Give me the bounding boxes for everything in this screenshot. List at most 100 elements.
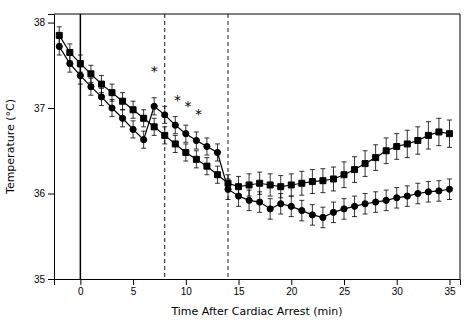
error-cap: [120, 92, 125, 93]
tick-mark: [133, 279, 134, 285]
error-cap: [415, 203, 420, 204]
error-bar: [436, 181, 441, 202]
error-cap: [88, 78, 93, 79]
series: [56, 38, 452, 228]
reference-line: [164, 14, 165, 279]
error-cap: [236, 185, 241, 186]
error-cap: [152, 118, 157, 119]
error-cap: [131, 120, 136, 121]
error-cap: [384, 210, 389, 211]
tick-label: 38: [34, 17, 46, 28]
error-cap: [173, 116, 178, 117]
error-bar: [152, 118, 157, 135]
error-cap: [247, 190, 252, 191]
error-cap: [363, 150, 368, 151]
error-bar: [363, 194, 368, 215]
error-cap: [405, 206, 410, 207]
marker: [330, 209, 336, 215]
axis-line: [55, 280, 461, 286]
error-cap: [194, 167, 199, 168]
marker: [162, 132, 168, 138]
error-cap: [99, 105, 104, 106]
error-bar: [289, 174, 294, 196]
error-cap: [405, 130, 410, 131]
error-cap: [141, 126, 146, 127]
marker: [362, 201, 368, 207]
error-cap: [278, 193, 283, 194]
error-cap: [436, 118, 441, 119]
tick: 37: [34, 103, 54, 114]
error-cap: [363, 176, 368, 177]
error-cap: [310, 169, 315, 170]
error-cap: [236, 206, 241, 207]
marker: [88, 71, 94, 77]
error-cap: [405, 157, 410, 158]
tick-mark: [48, 23, 54, 24]
marker: [257, 180, 263, 186]
error-bar: [183, 125, 188, 142]
error-cap: [257, 172, 262, 173]
error-bar: [141, 110, 146, 127]
error-cap: [363, 193, 368, 194]
marker: [67, 60, 73, 66]
error-bar: [247, 190, 252, 211]
marker: [235, 193, 241, 199]
error-cap: [215, 166, 220, 167]
error-cap: [447, 120, 452, 121]
error-cap: [415, 126, 420, 127]
error-cap: [141, 148, 146, 149]
reference-line: [228, 14, 229, 279]
error-bar: [320, 169, 325, 193]
marker: [320, 178, 326, 184]
error-bar: [373, 145, 378, 171]
error-cap: [278, 214, 283, 215]
error-bar: [204, 138, 209, 155]
marker: [204, 163, 210, 169]
error-cap: [173, 135, 178, 136]
error-cap: [373, 191, 378, 192]
error-cap: [373, 212, 378, 213]
marker: [56, 32, 62, 38]
error-cap: [110, 84, 115, 85]
marker: [394, 144, 400, 150]
chart: 0510152025303535363738****Time After Car…: [0, 0, 474, 323]
error-cap: [394, 187, 399, 188]
error-cap: [173, 133, 178, 134]
marker: [119, 115, 125, 121]
tick-label: 20: [286, 286, 298, 297]
error-cap: [426, 149, 431, 150]
error-bar: [78, 67, 83, 84]
error-cap: [141, 109, 146, 110]
error-bar: [289, 196, 294, 217]
marker: [162, 112, 168, 118]
marker: [151, 124, 157, 130]
error-bar: [88, 78, 93, 95]
error-cap: [67, 72, 72, 73]
error-bar: [384, 138, 389, 164]
error-cap: [204, 137, 209, 138]
error-bar: [120, 110, 125, 127]
tick-mark: [48, 108, 54, 109]
data-area: [56, 14, 452, 279]
error-cap: [110, 116, 115, 117]
error-cap: [289, 196, 294, 197]
marker: [415, 138, 421, 144]
error-cap: [384, 163, 389, 164]
error-cap: [162, 123, 167, 124]
error-cap: [99, 88, 104, 89]
error-bar: [426, 182, 431, 203]
error-cap: [204, 155, 209, 156]
tick: 35: [444, 279, 456, 297]
error-cap: [226, 199, 231, 200]
error-bar: [120, 93, 125, 110]
error-cap: [183, 142, 188, 143]
marker: [193, 156, 199, 162]
marker: [446, 131, 452, 137]
error-cap: [236, 176, 241, 177]
error-cap: [447, 178, 452, 179]
marker: [172, 141, 178, 147]
error-cap: [363, 214, 368, 215]
error-bar: [110, 84, 115, 101]
error-cap: [152, 135, 157, 136]
marker: [267, 206, 273, 212]
